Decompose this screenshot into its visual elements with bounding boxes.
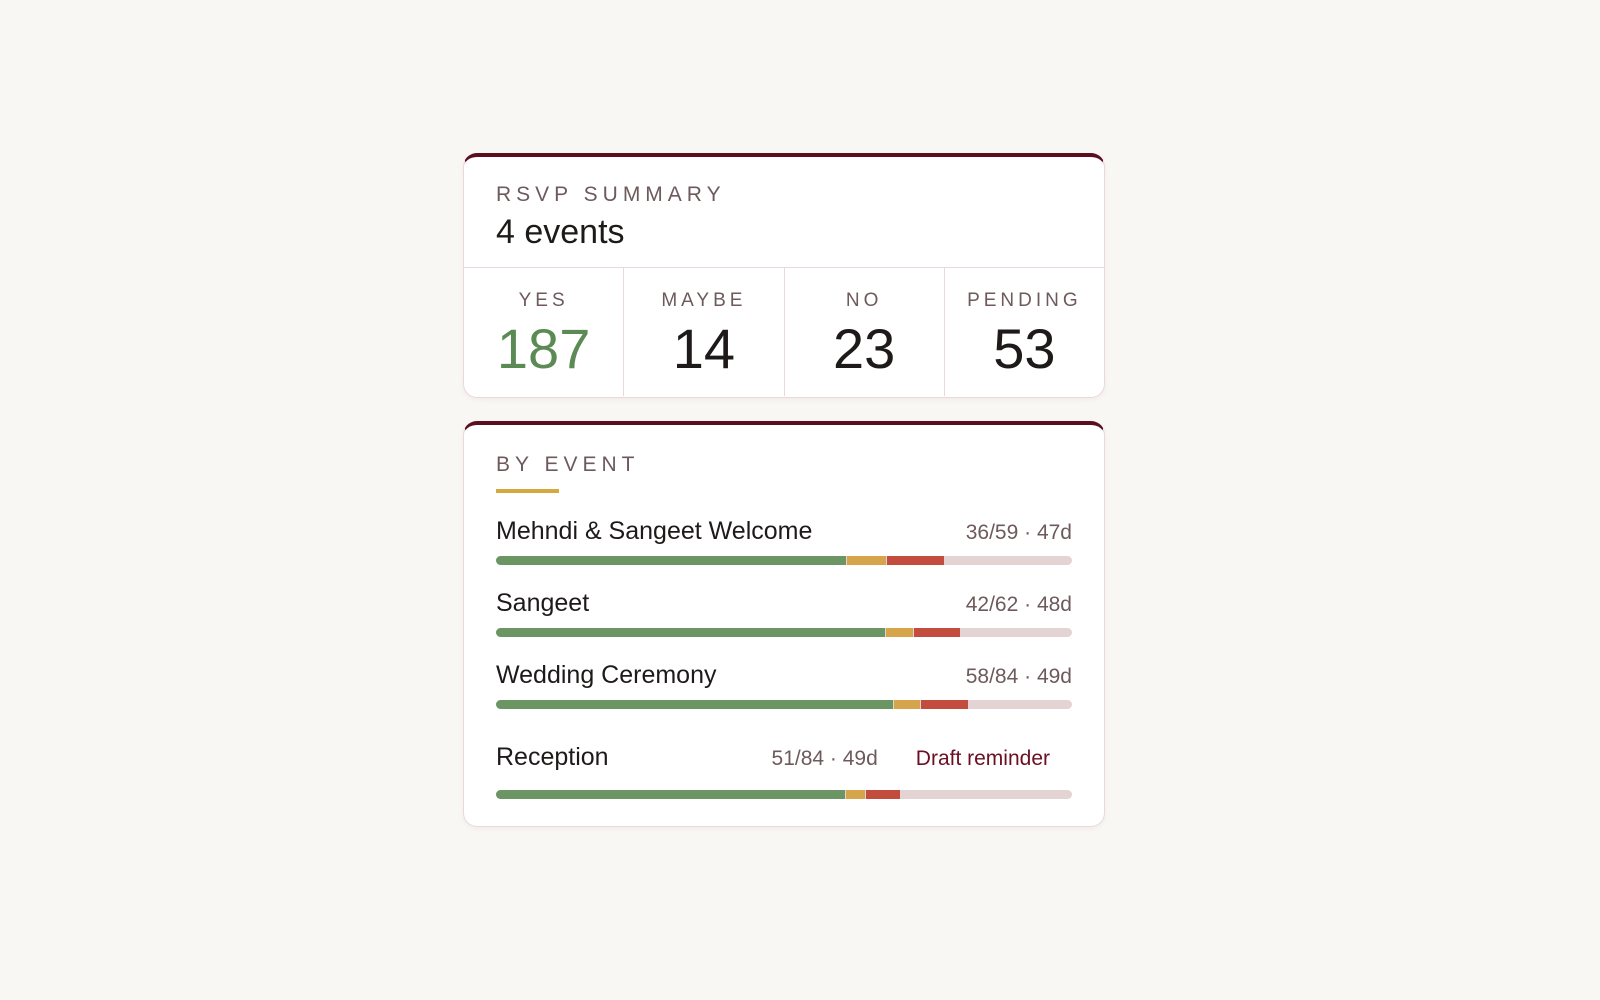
event-name: Mehndi & Sangeet Welcome xyxy=(496,517,813,545)
event-name: Sangeet xyxy=(496,589,590,617)
section-title: BY EVENT xyxy=(496,453,640,476)
stat-value: 53 xyxy=(993,317,1056,380)
stat-cell: NO 23 xyxy=(783,268,944,396)
progress-maybe xyxy=(845,790,866,799)
progress-yes xyxy=(496,700,893,709)
event-name: Wedding Ceremony xyxy=(496,661,717,689)
progress-no xyxy=(866,790,900,799)
eyebrow: RSVP SUMMARY xyxy=(496,183,726,206)
event-row: Wedding Ceremony 58/84 · 49d xyxy=(496,661,1072,709)
event-header: Sangeet 42/62 · 48d xyxy=(496,589,1072,618)
progress-track xyxy=(496,790,1072,799)
event-row: Mehndi & Sangeet Welcome 36/59 · 47d xyxy=(496,517,1072,565)
progress-no xyxy=(886,556,945,565)
progress-maybe xyxy=(847,556,886,565)
by-event-section: BY EVENT Mehndi & Sangeet Welcome 36/59 ·… xyxy=(464,425,1104,799)
event-row: Reception 51/84 · 49d Draft reminder xyxy=(496,743,1072,799)
event-row: Sangeet 42/62 · 48d xyxy=(496,589,1072,637)
progress-track xyxy=(496,556,1072,565)
progress-track xyxy=(496,628,1072,637)
event-meta: 42/62 · 48d xyxy=(965,593,1072,616)
progress-maybe xyxy=(893,700,921,709)
stat-label: PENDING xyxy=(967,290,1082,311)
event-meta: 58/84 · 49d xyxy=(965,665,1072,688)
progress-yes xyxy=(496,628,886,637)
stat-value: 187 xyxy=(496,317,591,380)
event-header: Mehndi & Sangeet Welcome 36/59 · 47d xyxy=(496,517,1072,546)
progress-yes xyxy=(496,790,845,799)
progress-track xyxy=(496,700,1072,709)
event-name: Reception xyxy=(496,743,609,771)
stat-value: 23 xyxy=(832,317,896,380)
stat-cell: PENDING 53 xyxy=(943,268,1104,396)
stats-row: YES 187 MAYBE 14 NO 23 PENDING 53 xyxy=(464,268,1104,396)
stat-label: NO xyxy=(845,290,883,311)
progress-yes xyxy=(496,556,847,565)
event-meta-group: 51/84 · 49d Draft reminder xyxy=(772,747,1072,771)
stat-label: YES xyxy=(518,290,569,311)
summary-title: 4 events xyxy=(496,213,625,251)
progress-no xyxy=(921,700,969,709)
title-underline xyxy=(496,489,559,493)
event-meta: 51/84 · 49d xyxy=(771,747,878,770)
stat-label: MAYBE xyxy=(661,290,747,311)
summary-header: RSVP SUMMARY 4 events xyxy=(464,157,1104,268)
event-header: Reception 51/84 · 49d Draft reminder xyxy=(496,743,1072,772)
progress-maybe xyxy=(886,628,914,637)
draft-reminder-button[interactable]: Draft reminder xyxy=(915,747,1050,770)
event-meta: 36/59 · 47d xyxy=(965,521,1072,544)
stat-cell: YES 187 xyxy=(464,268,623,396)
by-event-card: BY EVENT Mehndi & Sangeet Welcome 36/59 ·… xyxy=(463,421,1105,827)
event-header: Wedding Ceremony 58/84 · 49d xyxy=(496,661,1072,690)
stat-cell: MAYBE 14 xyxy=(623,268,783,396)
rsvp-summary-card: RSVP SUMMARY 4 events YES 187 MAYBE 14 NO 23 P… xyxy=(463,153,1105,398)
progress-no xyxy=(914,628,960,637)
stat-value: 14 xyxy=(672,317,736,380)
